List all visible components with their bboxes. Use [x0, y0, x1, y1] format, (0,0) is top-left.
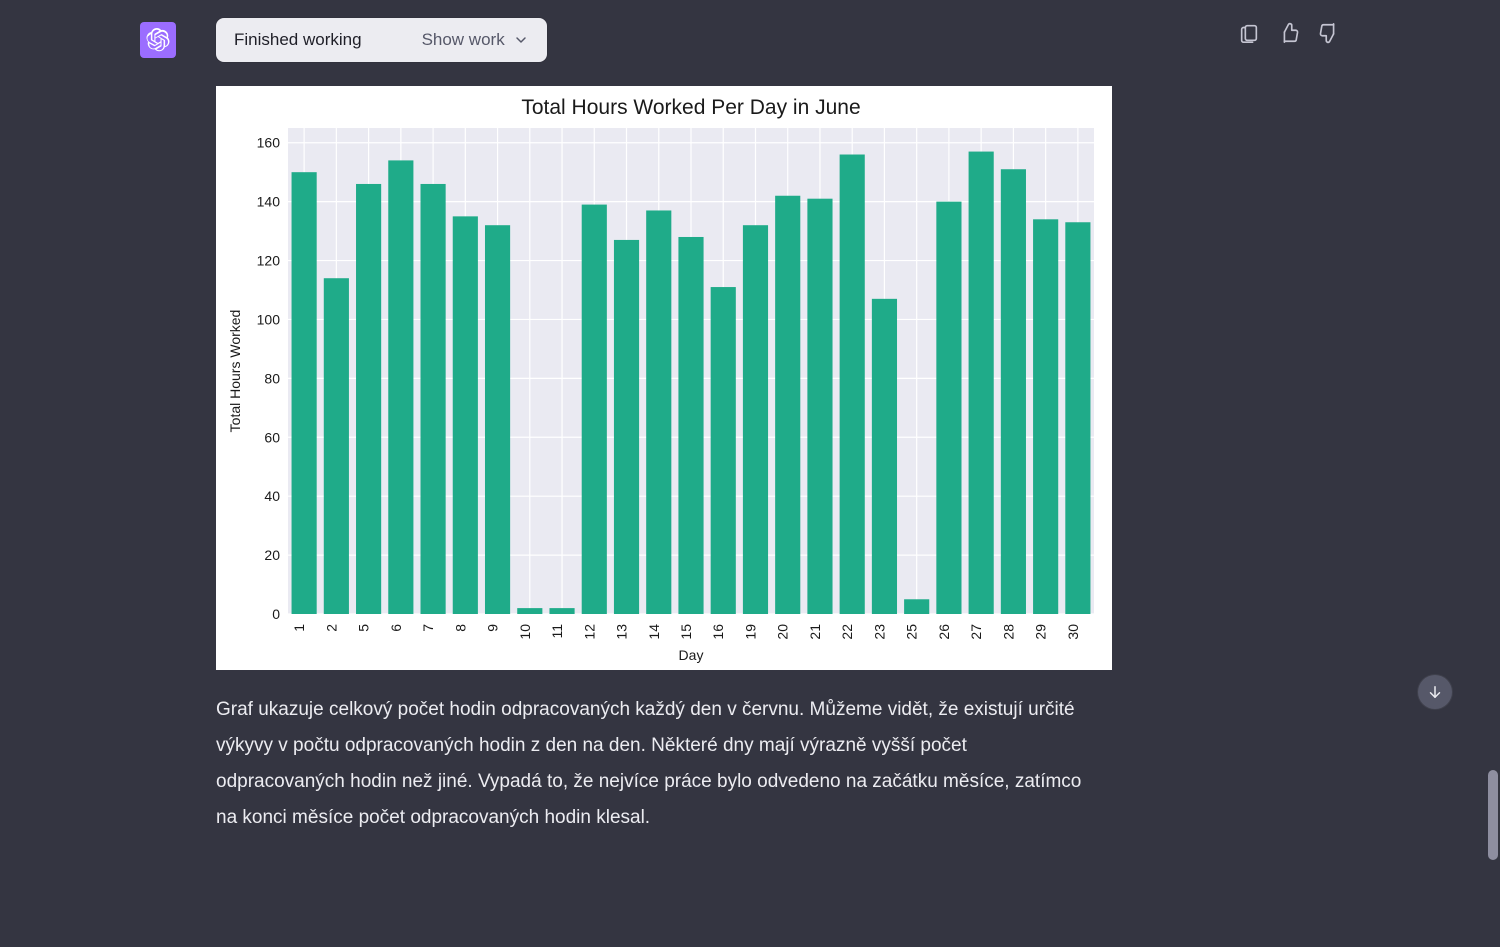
page-scrollbar[interactable] — [1486, 0, 1500, 947]
arrow-down-icon — [1426, 683, 1444, 701]
svg-text:29: 29 — [1033, 624, 1049, 640]
assistant-avatar — [140, 22, 176, 58]
svg-text:5: 5 — [356, 624, 372, 632]
openai-logo-icon — [146, 28, 170, 52]
svg-text:80: 80 — [264, 370, 280, 386]
copy-button[interactable] — [1238, 22, 1260, 44]
chart-card: 0204060801001201401601256789101112131415… — [216, 86, 1112, 670]
svg-text:11: 11 — [549, 624, 565, 639]
svg-text:40: 40 — [264, 488, 280, 504]
svg-text:0: 0 — [272, 606, 280, 622]
svg-text:Total Hours Worked Per Day in: Total Hours Worked Per Day in June — [521, 96, 860, 119]
analysis-paragraph: Graf ukazuje celkový počet hodin odpraco… — [216, 692, 1096, 836]
scroll-to-bottom-button[interactable] — [1418, 675, 1452, 709]
svg-text:1: 1 — [291, 624, 307, 632]
svg-text:60: 60 — [264, 429, 280, 445]
status-label: Finished working — [234, 30, 362, 50]
svg-text:26: 26 — [936, 624, 952, 640]
svg-text:140: 140 — [257, 194, 281, 210]
svg-text:14: 14 — [646, 624, 662, 640]
svg-text:23: 23 — [871, 624, 887, 640]
svg-text:120: 120 — [257, 253, 281, 269]
chevron-down-icon — [513, 32, 529, 48]
svg-text:10: 10 — [517, 624, 533, 640]
svg-text:7: 7 — [420, 624, 436, 632]
svg-text:19: 19 — [742, 624, 758, 640]
thumbs-up-icon — [1278, 22, 1300, 44]
message-actions — [1238, 22, 1340, 44]
clipboard-icon — [1238, 22, 1260, 44]
svg-text:27: 27 — [968, 624, 984, 640]
svg-text:20: 20 — [775, 624, 791, 640]
svg-text:21: 21 — [807, 624, 823, 640]
svg-text:Day: Day — [679, 647, 704, 663]
svg-text:6: 6 — [388, 624, 404, 632]
svg-text:30: 30 — [1065, 624, 1081, 640]
svg-text:2: 2 — [323, 624, 339, 632]
page-scrollbar-thumb[interactable] — [1488, 770, 1498, 860]
svg-text:15: 15 — [678, 624, 694, 640]
svg-text:Total Hours Worked: Total Hours Worked — [227, 310, 243, 433]
svg-text:100: 100 — [257, 311, 281, 327]
thumbs-down-button[interactable] — [1318, 22, 1340, 44]
svg-text:12: 12 — [581, 624, 597, 640]
svg-text:28: 28 — [1000, 624, 1016, 640]
thumbs-down-icon — [1318, 22, 1340, 44]
show-work-label: Show work — [422, 30, 505, 50]
svg-text:22: 22 — [839, 624, 855, 640]
hours-bar-chart: 0204060801001201401601256789101112131415… — [216, 86, 1112, 670]
svg-text:16: 16 — [710, 624, 726, 640]
svg-text:25: 25 — [904, 624, 920, 640]
show-work-toggle[interactable]: Show work — [422, 30, 529, 50]
svg-text:8: 8 — [452, 624, 468, 632]
code-interpreter-status[interactable]: Finished working Show work — [216, 18, 547, 62]
svg-text:160: 160 — [257, 135, 281, 151]
svg-text:9: 9 — [485, 624, 501, 632]
svg-text:20: 20 — [264, 547, 280, 563]
svg-text:13: 13 — [614, 624, 630, 640]
thumbs-up-button[interactable] — [1278, 22, 1300, 44]
